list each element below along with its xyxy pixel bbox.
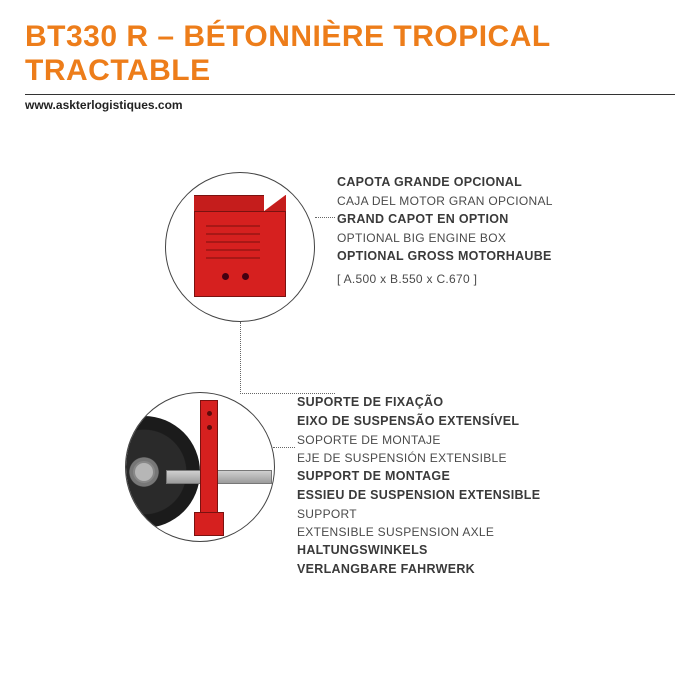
desc-dimensions: [ A.500 x B.550 x C.670 ] — [337, 271, 553, 287]
desc-line: VERLANGBARE FAHRWERK — [297, 561, 540, 578]
desc-line: EIXO DE SUSPENSÃO EXTENSÍVEL — [297, 413, 540, 430]
source-url: www.askterlogistiques.com — [25, 94, 675, 112]
desc-line: CAPOTA GRANDE OPCIONAL — [337, 174, 553, 191]
desc-line: EXTENSIBLE SUSPENSION AXLE — [297, 524, 540, 540]
page-title: BT330 R – BÉTONNIÈRE TROPICAL TRACTABLE — [25, 20, 675, 88]
axle-icon — [125, 392, 275, 542]
callouts-region: CAPOTA GRANDE OPCIONAL CAJA DEL MOTOR GR… — [25, 172, 675, 580]
desc-line: SOPORTE DE MONTAJE — [297, 432, 540, 448]
desc-line: SUPPORT — [297, 506, 540, 522]
connector-vertical — [240, 322, 241, 394]
callout-suspension-axle-text: SUPORTE DE FIXAÇÃO EIXO DE SUSPENSÃO EXT… — [297, 392, 540, 580]
desc-line: CAJA DEL MOTOR GRAN OPCIONAL — [337, 193, 553, 209]
desc-line: ESSIEU DE SUSPENSION EXTENSIBLE — [297, 487, 540, 504]
callout-engine-box: CAPOTA GRANDE OPCIONAL CAJA DEL MOTOR GR… — [165, 172, 675, 322]
desc-line: SUPPORT DE MONTAGE — [297, 468, 540, 485]
desc-line: OPTIONAL GROSS MOTORHAUBE — [337, 248, 553, 265]
callout-suspension-axle: SUPORTE DE FIXAÇÃO EIXO DE SUSPENSÃO EXT… — [125, 392, 675, 580]
engine-box-icon — [165, 172, 315, 322]
desc-line: EJE DE SUSPENSIÓN EXTENSIBLE — [297, 450, 540, 466]
desc-line: OPTIONAL BIG ENGINE BOX — [337, 230, 553, 246]
desc-line: HALTUNGSWINKELS — [297, 542, 540, 559]
desc-line: GRAND CAPOT EN OPTION — [337, 211, 553, 228]
callout-engine-box-text: CAPOTA GRANDE OPCIONAL CAJA DEL MOTOR GR… — [337, 172, 553, 289]
desc-line: SUPORTE DE FIXAÇÃO — [297, 394, 540, 411]
